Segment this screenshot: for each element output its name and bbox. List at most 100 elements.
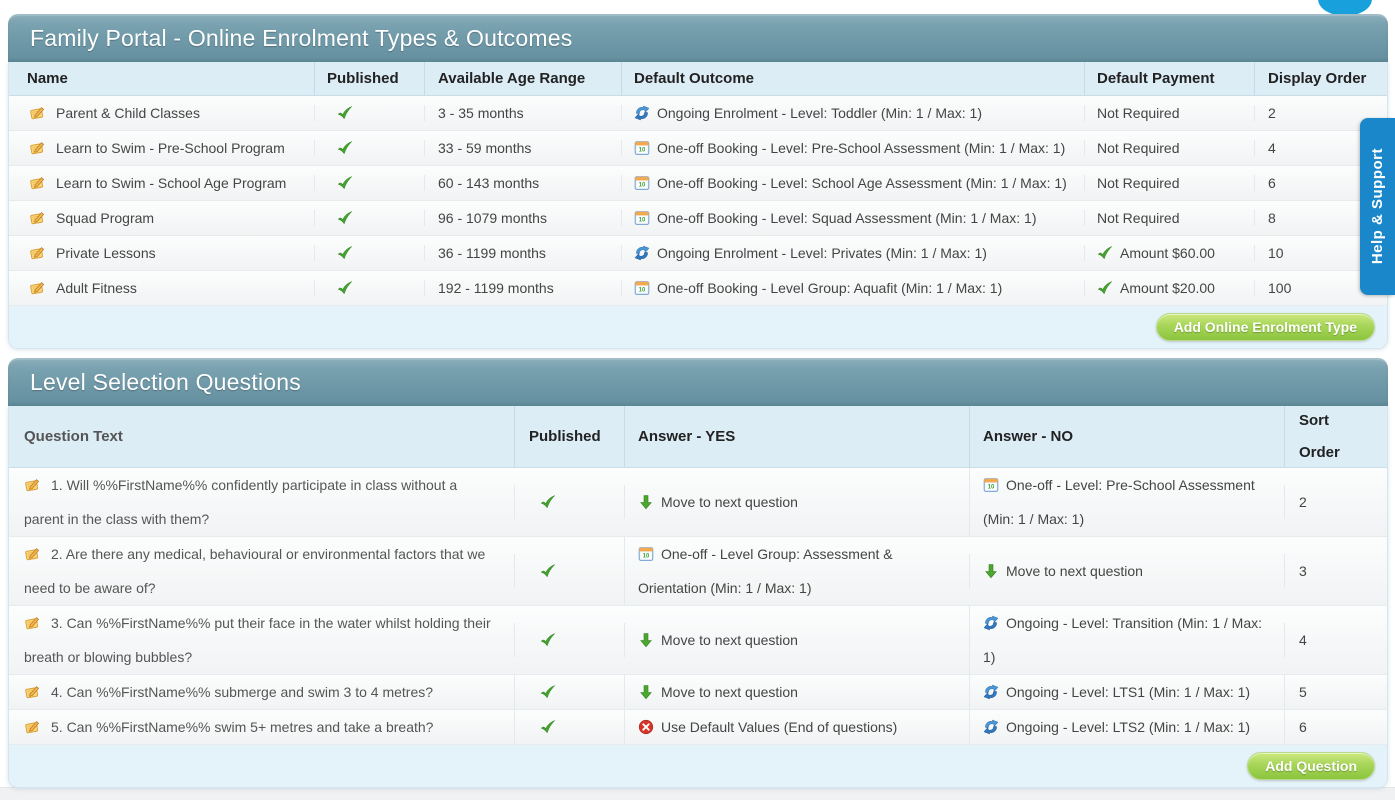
enrolment-row: Squad Program 96 - 1079 months One-off B… — [9, 201, 1387, 236]
question-published-cell — [514, 623, 624, 657]
question-text-cell: 4. Can %%FirstName%% submerge and swim 3… — [9, 675, 514, 709]
enrolment-published-cell — [314, 105, 424, 121]
answer-yes-text: Move to next question — [661, 494, 798, 510]
enrolment-outcome-cell: One-off Booking - Level: Pre-School Asse… — [621, 140, 1084, 156]
enrolment-row: Learn to Swim - School Age Program 60 - … — [9, 166, 1387, 201]
edit-icon[interactable] — [24, 477, 40, 493]
check-icon — [337, 245, 353, 261]
enrolment-name: Learn to Swim - School Age Program — [56, 175, 287, 191]
edit-icon[interactable] — [29, 105, 45, 121]
enrolment-name: Squad Program — [56, 210, 155, 226]
question-row: 4. Can %%FirstName%% submerge and swim 3… — [9, 675, 1387, 710]
enrolment-name-cell: Learn to Swim - Pre-School Program — [9, 140, 314, 156]
enrolment-outcome: One-off Booking - Level: School Age Asse… — [657, 175, 1067, 191]
enrolment-age-range: 3 - 35 months — [424, 105, 621, 121]
move-to-next-arrow-icon — [983, 563, 999, 579]
enrolment-panel-footer: Add Online Enrolment Type — [9, 306, 1387, 348]
question-text: 1. Will %%FirstName%% confidently partic… — [24, 477, 458, 527]
answer-yes-text: One-off - Level Group: Assessment & Orie… — [638, 546, 893, 596]
answer-no-cell: Ongoing - Level: LTS1 (Min: 1 / Max: 1) — [969, 675, 1284, 709]
enrolment-payment-cell: Not Required — [1084, 210, 1254, 226]
enrolment-name: Parent & Child Classes — [56, 105, 200, 121]
enrolment-types-panel: Family Portal - Online Enrolment Types &… — [8, 14, 1388, 349]
enrolment-outcome-cell: Ongoing Enrolment - Level: Privates (Min… — [621, 245, 1084, 261]
answer-yes-cell: Use Default Values (End of questions) — [624, 710, 969, 744]
enrolment-payment-cell: Not Required — [1084, 140, 1254, 156]
enrolment-row: Learn to Swim - Pre-School Program 33 - … — [9, 131, 1387, 166]
enrolment-published-cell — [314, 175, 424, 191]
one-off-booking-icon — [983, 477, 999, 493]
col-header-display-order: Display Order — [1254, 62, 1387, 95]
move-to-next-arrow-icon — [638, 684, 654, 700]
question-row: 5. Can %%FirstName%% swim 5+ metres and … — [9, 710, 1387, 745]
col-header-answer-yes: Answer - YES — [624, 406, 969, 467]
enrolment-panel-title: Family Portal - Online Enrolment Types &… — [30, 24, 573, 51]
enrolment-display-order: 100 — [1254, 280, 1387, 296]
ongoing-enrolment-icon — [983, 719, 999, 735]
check-icon — [337, 280, 353, 296]
edit-icon[interactable] — [24, 615, 40, 631]
check-icon — [1097, 245, 1113, 261]
one-off-booking-icon — [634, 280, 650, 296]
enrolment-outcome: Ongoing Enrolment - Level: Toddler (Min:… — [657, 105, 983, 121]
edit-icon[interactable] — [29, 280, 45, 296]
edit-icon[interactable] — [24, 719, 40, 735]
enrolment-outcome: One-off Booking - Level: Squad Assessmen… — [657, 210, 1037, 226]
one-off-booking-icon — [634, 210, 650, 226]
add-question-button[interactable]: Add Question — [1247, 752, 1375, 780]
enrolment-name: Adult Fitness — [56, 280, 137, 296]
question-sort-order: 4 — [1284, 623, 1387, 657]
check-icon — [540, 684, 556, 700]
check-icon — [337, 140, 353, 156]
move-to-next-arrow-icon — [638, 494, 654, 510]
check-icon — [1097, 280, 1113, 296]
enrolment-outcome: One-off Booking - Level: Pre-School Asse… — [657, 140, 1066, 156]
one-off-booking-icon — [634, 175, 650, 191]
enrolment-payment: Not Required — [1097, 140, 1180, 156]
answer-yes-cell: Move to next question — [624, 623, 969, 657]
end-of-questions-icon — [638, 719, 654, 735]
enrolment-age-range: 192 - 1199 months — [424, 280, 621, 296]
ongoing-enrolment-icon — [983, 615, 999, 631]
questions-table-header-row: Question Text Published Answer - YES Ans… — [9, 406, 1387, 468]
enrolment-table-body: Parent & Child Classes 3 - 35 months Ong… — [9, 96, 1387, 306]
answer-no-text: Move to next question — [1006, 563, 1143, 579]
col-header-question-text: Question Text — [24, 428, 123, 445]
answer-yes-text: Move to next question — [661, 632, 798, 648]
col-header-published: Published — [514, 406, 624, 467]
enrolment-name: Learn to Swim - Pre-School Program — [56, 140, 285, 156]
edit-icon[interactable] — [24, 546, 40, 562]
question-published-cell — [514, 554, 624, 588]
question-text: 2. Are there any medical, behavioural or… — [24, 546, 486, 596]
edit-icon[interactable] — [24, 684, 40, 700]
enrolment-age-range: 60 - 143 months — [424, 175, 621, 191]
enrolment-published-cell — [314, 280, 424, 296]
question-row: 1. Will %%FirstName%% confidently partic… — [9, 468, 1387, 537]
enrolment-payment-cell: Amount $20.00 — [1084, 280, 1254, 296]
question-text-cell: 3. Can %%FirstName%% put their face in t… — [9, 606, 514, 674]
col-header-name: Name — [27, 70, 68, 87]
chat-bubble-button[interactable] — [1318, 0, 1372, 16]
enrolment-name-cell: Private Lessons — [9, 245, 314, 261]
enrolment-published-cell — [314, 210, 424, 226]
edit-icon[interactable] — [29, 140, 45, 156]
question-sort-order: 5 — [1284, 675, 1387, 709]
enrolment-row: Private Lessons 36 - 1199 months Ongoing… — [9, 236, 1387, 271]
edit-icon[interactable] — [29, 245, 45, 261]
question-sort-order: 6 — [1284, 710, 1387, 744]
question-text-cell: 5. Can %%FirstName%% swim 5+ metres and … — [9, 710, 514, 744]
enrolment-row: Adult Fitness 192 - 1199 months One-off … — [9, 271, 1387, 306]
enrolment-outcome-cell: Ongoing Enrolment - Level: Toddler (Min:… — [621, 105, 1084, 121]
check-icon — [540, 632, 556, 648]
edit-icon[interactable] — [29, 210, 45, 226]
enrolment-payment-cell: Not Required — [1084, 105, 1254, 121]
answer-no-text: One-off - Level: Pre-School Assessment (… — [983, 477, 1255, 527]
edit-icon[interactable] — [29, 175, 45, 191]
enrolment-age-range: 36 - 1199 months — [424, 245, 621, 261]
enrolment-table-header-row: Name Published Available Age Range Defau… — [9, 62, 1387, 96]
questions-table-body: 1. Will %%FirstName%% confidently partic… — [9, 468, 1387, 745]
question-row: 3. Can %%FirstName%% put their face in t… — [9, 606, 1387, 675]
add-enrolment-type-button[interactable]: Add Online Enrolment Type — [1155, 313, 1375, 341]
col-header-published: Published — [314, 62, 424, 95]
help-support-tab[interactable]: Help & Support — [1360, 118, 1395, 295]
